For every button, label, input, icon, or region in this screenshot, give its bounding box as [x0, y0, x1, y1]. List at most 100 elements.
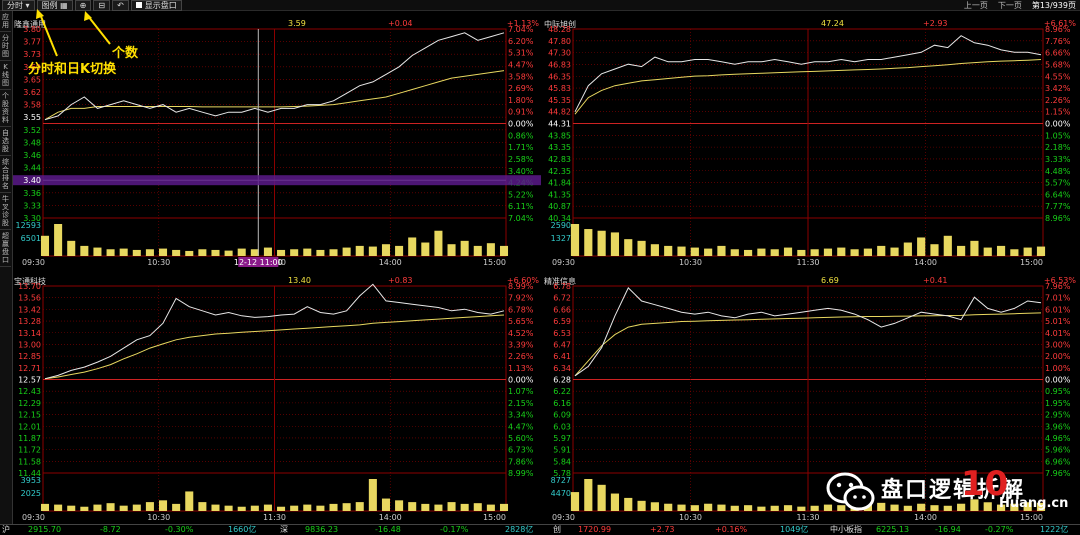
volume-bar [570, 224, 580, 256]
back-icon[interactable]: ↶ [112, 0, 129, 11]
zoom-in-icon[interactable]: ⊕ [74, 0, 92, 11]
pct-axis-label: 0.00% [508, 376, 534, 385]
volume-bar [342, 247, 351, 256]
pct-axis-label: 6.64% [1045, 190, 1071, 199]
volume-bar [957, 245, 966, 256]
volume-bar [499, 503, 509, 511]
volume-bar [704, 248, 713, 256]
pct-axis-label: 4.55% [1045, 72, 1071, 81]
volume-bar [664, 245, 673, 256]
sidebar-item-5[interactable]: 综合排名 [0, 156, 11, 193]
pct-axis-label: 2.69% [508, 84, 534, 93]
stock-price: 13.40 [288, 276, 311, 285]
watermark: 盘口逻辑拆解 10 Huang.cn [823, 466, 1078, 522]
volume-bar [67, 505, 76, 511]
volume-bar [145, 502, 154, 511]
site-logo: 10 Huang.cn [961, 464, 1068, 511]
pct-axis-label: 7.01% [1045, 294, 1071, 303]
time-axis-label: 15:00 [1020, 258, 1043, 267]
pct-axis-label: 2.95% [1045, 411, 1071, 420]
chart-panel-4[interactable]: 精准信息 6.69 +0.41 +6.53% 6.78 6.72 6.66 6.59 6.53 6… [543, 274, 1078, 523]
volume-bar [80, 245, 89, 256]
next-page-button[interactable]: 下一页 [997, 0, 1022, 10]
price-line [574, 287, 1042, 377]
volume-bar [783, 505, 793, 511]
y-axis-label: 12.29 [18, 399, 41, 408]
y-axis-label: 6.16 [553, 399, 571, 408]
volume-bar [917, 503, 926, 511]
volume-bar [263, 504, 272, 511]
mode-toggle-button[interactable]: 分时 ▾ [2, 0, 35, 11]
sh-index: 2915.70 [28, 525, 62, 534]
volume-bar [368, 246, 377, 256]
pct-axis-label: 5.60% [508, 434, 534, 443]
y-axis-label: 42.35 [548, 167, 571, 176]
sidebar-item-1[interactable]: 分时图 [0, 32, 11, 61]
time-axis-label: 09:30 [22, 258, 45, 267]
volume-bar [823, 504, 833, 511]
stock-price: 3.59 [288, 19, 306, 28]
volume-bar [54, 504, 63, 511]
volume-bar [624, 239, 633, 256]
volume-bar [486, 504, 495, 511]
y-axis-label: 45.83 [548, 84, 571, 93]
volume-bar [421, 503, 430, 511]
show-panel-toggle[interactable]: 显示盘口 [130, 0, 182, 11]
volume-bar [770, 505, 779, 511]
pct-axis-label: 1.95% [1045, 399, 1071, 408]
sidebar-item-3[interactable]: 个股资料 [0, 90, 11, 127]
grid-count-button[interactable]: 图例 ▦ [36, 0, 73, 11]
volume-bar [677, 246, 686, 256]
zoom-out-icon[interactable]: ⊟ [93, 0, 111, 11]
sh-change: -8.72 [100, 525, 121, 534]
volume-bar [650, 244, 659, 256]
volume-bar [355, 245, 364, 256]
chart-panel-1[interactable]: 隆鑫通用 3.59 +0.04 +1.13% 3.80 3.77 3.73 3.69 3.65 3… [13, 17, 541, 268]
pct-axis-label: 7.96% [1045, 469, 1071, 478]
chart-panel-2[interactable]: 中际旭创 47.24 +2.93 +6.61% 48.28 47.80 47.30 46.83… [543, 17, 1078, 268]
pager: 上一页 下一页 第13/939页 [958, 1, 1080, 10]
volume-bar [368, 479, 377, 511]
pct-axis-label: 6.11% [508, 202, 534, 211]
volume-bar [460, 240, 469, 256]
sidebar-item-7[interactable]: 超赢盘口 [0, 230, 11, 267]
sidebar-item-0[interactable]: 应用 [0, 11, 11, 32]
zx-index: 6225.13 [876, 525, 910, 534]
y-axis-label: 5.84 [553, 457, 571, 466]
sz-index: 9836.23 [305, 525, 339, 534]
pct-axis-label: 6.01% [1045, 305, 1071, 314]
pct-axis-label: 3.33% [1045, 155, 1071, 164]
y-axis-label: 3.52 [23, 126, 41, 135]
y-axis-label: 11.72 [18, 446, 41, 455]
y-axis-label: 6.28 [553, 376, 571, 385]
volume-bar [237, 248, 246, 256]
intraday-chart: 6.78 6.72 6.66 6.59 6.53 6.47 6.41 6.34 6.28 6.22… [551, 282, 1071, 522]
volume-bar [290, 249, 299, 256]
sidebar-item-4[interactable]: 自选股 [0, 127, 11, 156]
sh-amount: 1660亿 [228, 525, 257, 534]
y-axis-label: 3.58 [23, 101, 41, 110]
y-axis-label: 3.77 [23, 38, 41, 47]
logo-number: 10 [961, 464, 1009, 504]
pct-axis-label: 7.04% [508, 25, 534, 34]
volume-bar [408, 237, 417, 256]
pct-axis-label: 0.95% [1045, 387, 1071, 396]
y-axis-label: 6.03 [553, 422, 571, 431]
volume-bar [421, 242, 430, 256]
volume-axis-label: 4470 [551, 489, 571, 498]
intraday-chart: 3.80 3.77 3.73 3.69 3.65 3.62 3.58 3.55 3.52 3.48… [13, 25, 541, 267]
volume-bar [744, 249, 753, 256]
prev-page-button[interactable]: 上一页 [963, 0, 988, 10]
sidebar-item-6[interactable]: 牛叉诊股 [0, 193, 11, 230]
y-axis-label: 6.66 [553, 305, 571, 314]
volume-bar [903, 505, 912, 511]
volume-bar [996, 245, 1006, 256]
volume-bar [970, 499, 979, 511]
price-line [44, 32, 505, 121]
chart-panel-3[interactable]: 宝通科技 13.40 +0.83 +6.60% 13.70 13.56 13.42 13.28… [13, 274, 541, 523]
pct-axis-label: 5.22% [508, 190, 534, 199]
pct-axis-label: 7.92% [508, 294, 534, 303]
y-axis-label: 3.62 [23, 88, 41, 97]
sidebar-item-2[interactable]: K线图 [0, 61, 11, 90]
volume-bar [486, 243, 495, 256]
